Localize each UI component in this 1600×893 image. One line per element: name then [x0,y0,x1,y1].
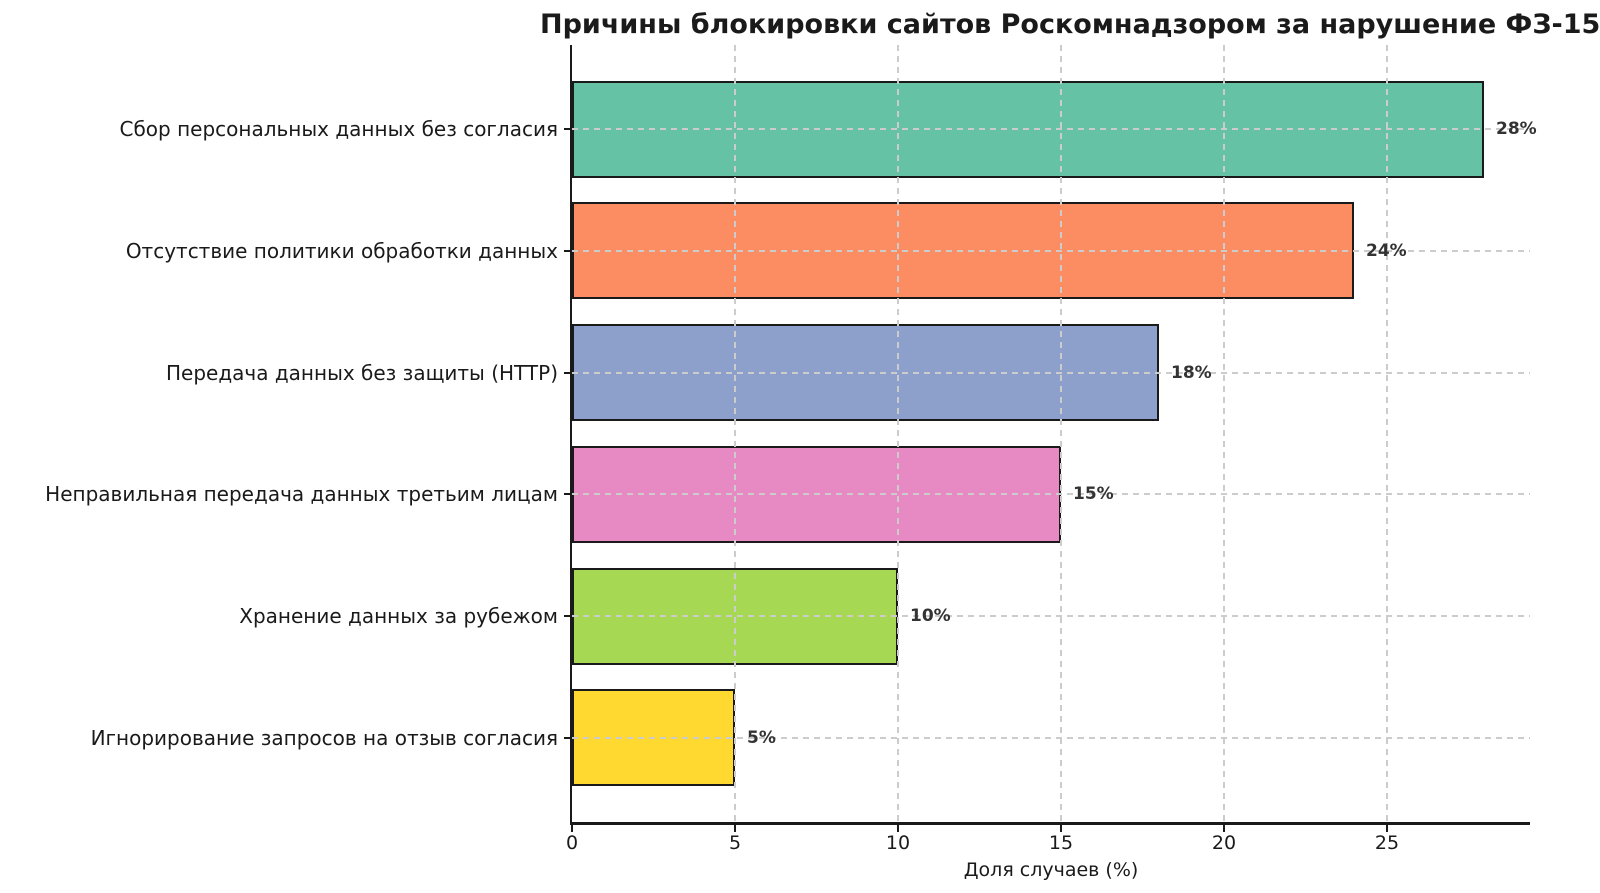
x-tick-label: 0 [565,832,579,854]
bar-value-label: 18% [1171,363,1212,383]
gridline-v [734,45,736,822]
y-tick [564,493,572,495]
bar-value-label: 24% [1366,241,1407,261]
x-tick-label: 20 [1211,832,1237,854]
gridline-v [897,45,899,822]
chart-title: Причины блокировки сайтов Роскомнадзором… [540,9,1600,40]
y-axis-spine [569,45,572,825]
gridline-v [1223,45,1225,822]
x-tick-label: 15 [1048,832,1074,854]
gridline-v [1060,45,1062,822]
x-tick-label: 25 [1374,832,1400,854]
plot-area: 28% 24% 18% 15% 10% 5% [572,45,1537,822]
category-label: Сбор персональных данных без согласия [119,117,558,141]
bar-value-label: 10% [910,606,951,626]
category-label: Хранение данных за рубежом [239,604,558,628]
category-label: Игнорирование запросов на отзыв согласия [90,726,558,750]
x-tick [1386,825,1388,832]
x-tick-label: 5 [728,832,742,854]
bar-value-label: 15% [1073,484,1114,504]
x-tick [571,825,573,832]
x-tick-label: 10 [885,832,911,854]
y-tick [564,250,572,252]
y-tick [564,372,572,374]
x-axis-spine [569,822,1530,825]
x-tick [897,825,899,832]
x-axis-label: Доля случаев (%) [963,859,1139,881]
bar-value-label: 5% [747,728,776,748]
category-label: Передача данных без защиты (HTTP) [165,361,558,385]
y-tick [564,737,572,739]
category-label: Неправильная передача данных третьим лиц… [45,482,558,506]
gridline-h [572,371,1530,374]
gridline-h [572,493,1530,496]
category-label: Отсутствие политики обработки данных [125,239,558,263]
gridline-h [572,249,1530,252]
gridline-h [572,736,1530,739]
y-tick [564,128,572,130]
gridline-h [572,615,1530,618]
gridline-h [572,128,1530,131]
x-tick [1060,825,1062,832]
bar-value-label: 28% [1496,119,1537,139]
x-tick [734,825,736,832]
gridline-v [1386,45,1388,822]
x-tick [1223,825,1225,832]
y-tick [564,615,572,617]
